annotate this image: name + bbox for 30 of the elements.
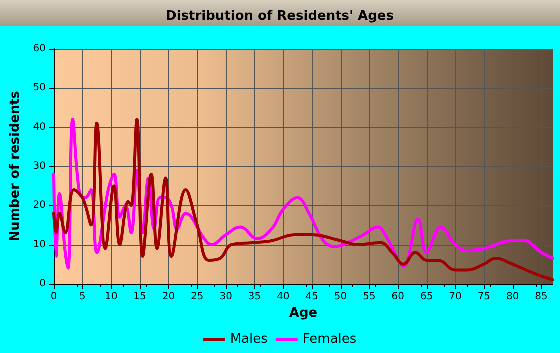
y-tick-label: 10 — [33, 239, 46, 250]
x-tick-label: 45 — [306, 292, 318, 302]
y-tick-label: 0 — [40, 278, 46, 290]
y-tick-label: 40 — [33, 122, 46, 133]
chart-title: Distribution of Residents' Ages — [166, 9, 394, 24]
legend-label: Males — [230, 332, 268, 347]
x-tick-label: 5 — [79, 292, 86, 302]
x-tick-label: 85 — [535, 292, 548, 302]
y-tick-label: 50 — [33, 82, 46, 94]
x-axis-title: Age — [289, 306, 318, 321]
x-tick-label: 10 — [104, 292, 118, 302]
x-tick-label: 15 — [134, 292, 146, 302]
x-tick-label: 35 — [248, 292, 262, 302]
x-tick-label: 65 — [420, 292, 434, 302]
y-tick-label: 30 — [33, 161, 46, 172]
x-tick-label: 50 — [334, 292, 348, 302]
x-tick-label: 60 — [392, 292, 405, 302]
x-tick-label: 70 — [449, 292, 462, 302]
x-tick-label: 25 — [191, 292, 204, 302]
x-tick-label: 80 — [506, 292, 520, 302]
x-tick-label: 0 — [50, 292, 58, 302]
legend-label: Females — [302, 332, 357, 347]
x-tick-label: 20 — [162, 292, 176, 302]
x-tick-label: 55 — [363, 292, 376, 302]
y-axis-title: Number of residents — [8, 90, 23, 242]
x-tick-label: 30 — [220, 292, 232, 302]
y-tick-label: 60 — [33, 44, 46, 54]
y-tick-label: 20 — [33, 200, 46, 212]
x-tick-label: 40 — [277, 292, 290, 302]
x-tick-label: 75 — [478, 292, 491, 302]
